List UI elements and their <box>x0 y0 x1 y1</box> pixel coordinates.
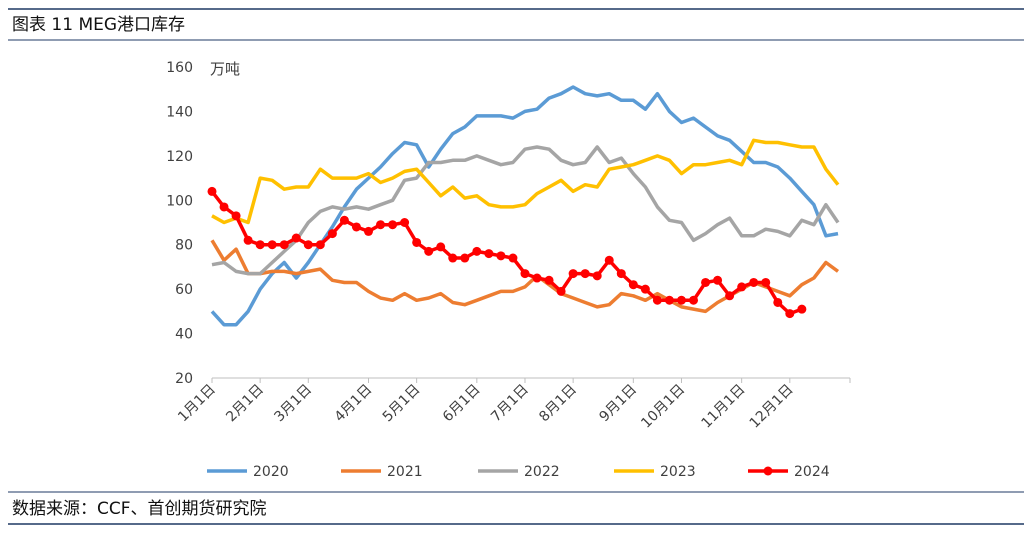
y-tick-label: 20 <box>175 371 193 387</box>
series-marker <box>508 253 518 263</box>
unit-label: 万吨 <box>210 60 240 78</box>
y-tick-label: 160 <box>166 60 193 76</box>
series-marker <box>436 242 446 252</box>
series-marker <box>773 297 783 307</box>
x-tick-label: 5月1日 <box>380 382 424 426</box>
y-tick-label: 40 <box>175 327 193 343</box>
chart: 20 40 60 80 100 120 140 160 万吨 1月1日 2月1日 3月1日 4月1日 5月… <box>166 60 851 480</box>
series-marker <box>761 277 771 287</box>
x-tick-label: 9月1日 <box>596 382 640 426</box>
legend-label: 2020 <box>253 464 289 480</box>
series-marker <box>291 233 301 243</box>
x-tick-label: 6月1日 <box>440 382 484 426</box>
series-line <box>210 85 839 327</box>
series-marker <box>616 269 626 279</box>
x-tick-label: 1月1日 <box>175 382 219 426</box>
series-marker <box>327 229 337 239</box>
series-marker <box>363 226 373 236</box>
x-tick-label: 10月1日 <box>638 382 688 432</box>
series-marker <box>737 282 747 292</box>
series-marker <box>219 202 229 212</box>
series-marker <box>496 251 506 261</box>
series-marker <box>255 240 265 250</box>
header-title: 图表 11 MEG港口库存 <box>12 15 185 35</box>
series-marker <box>640 284 650 294</box>
series-marker <box>604 255 614 265</box>
series-marker <box>243 235 253 245</box>
series-marker <box>351 222 361 232</box>
series-marker <box>580 269 590 279</box>
series-marker <box>749 277 759 287</box>
series-marker <box>592 271 602 281</box>
y-tick-label: 140 <box>166 104 193 120</box>
series-marker <box>532 273 542 283</box>
series-marker <box>207 186 217 196</box>
series-marker <box>448 253 458 263</box>
series-marker <box>472 246 482 256</box>
series-marker <box>785 309 795 319</box>
series-marker <box>556 286 566 296</box>
series-marker <box>664 295 674 305</box>
legend-label: 2024 <box>794 464 830 480</box>
x-tick-label: 4月1日 <box>332 382 376 426</box>
y-tick-label: 60 <box>175 282 193 298</box>
series-marker <box>701 277 711 287</box>
series-line <box>210 190 803 316</box>
series-marker <box>484 249 494 259</box>
series-marker <box>689 295 699 305</box>
series-marker <box>520 269 530 279</box>
series-marker <box>315 240 325 250</box>
x-tick-label: 8月1日 <box>536 382 580 426</box>
series-marker <box>267 240 277 250</box>
series-marker <box>279 240 289 250</box>
series-marker <box>376 220 386 230</box>
series-marker <box>303 240 313 250</box>
series-marker <box>339 215 349 225</box>
series-marker <box>400 218 410 227</box>
series-marker <box>568 269 578 279</box>
legend-label: 2021 <box>387 464 423 480</box>
x-tick-label: 2月1日 <box>223 382 267 426</box>
series-marker <box>460 253 470 263</box>
series-marker <box>713 275 723 285</box>
series-line <box>211 138 840 225</box>
series-marker <box>628 280 638 290</box>
x-tick-label: 12月1日 <box>747 382 797 432</box>
series-marker <box>676 295 686 305</box>
series-marker <box>797 304 807 314</box>
legend-label: 2022 <box>524 464 560 480</box>
legend-label: 2023 <box>660 464 696 480</box>
series-marker <box>412 237 422 247</box>
series-marker <box>424 246 434 256</box>
y-tick-label: 80 <box>175 238 193 254</box>
series-line <box>211 145 840 276</box>
footer-source: 数据来源：CCF、首创期货研究院 <box>12 499 267 519</box>
x-tick-label: 7月1日 <box>488 382 532 426</box>
series-marker <box>388 220 398 230</box>
y-tick-label: 120 <box>166 149 193 165</box>
series-marker <box>725 291 735 301</box>
series-marker <box>652 295 662 305</box>
series-marker <box>231 211 241 221</box>
x-tick-label: 11月1日 <box>698 382 748 432</box>
x-tick-label: 3月1日 <box>271 382 315 426</box>
legend-marker <box>763 466 773 476</box>
series-marker <box>544 275 554 285</box>
y-tick-label: 100 <box>166 193 193 209</box>
